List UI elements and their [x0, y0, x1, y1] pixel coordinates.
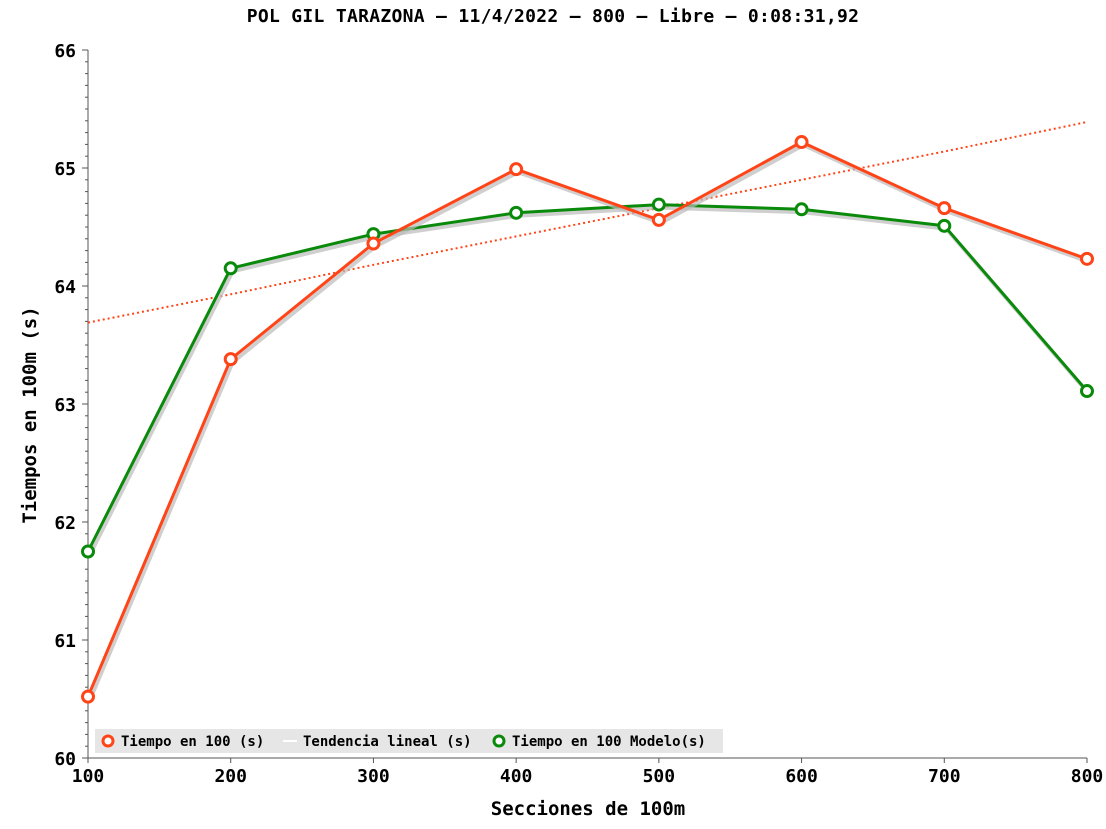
data-point: [794, 202, 809, 217]
series-shadow: [88, 142, 1090, 701]
data-point: [223, 261, 238, 276]
series-line: [86, 203, 1089, 553]
chart-title: POL GIL TARAZONA – 11/4/2022 – 800 – Lib…: [246, 6, 860, 27]
legend-label: Tiempo en 100 Modelo(s): [512, 734, 706, 750]
legend-box: [95, 729, 723, 753]
y-tick-label: 66: [54, 41, 76, 62]
x-axis-label: Secciones de 100m: [490, 798, 686, 820]
legend-marker: [492, 734, 506, 748]
data-point: [81, 544, 95, 559]
legend-label: Tiempo en 100 (s): [121, 734, 264, 750]
y-tick-label: 64: [54, 277, 76, 298]
x-tick-label: 600: [785, 766, 818, 787]
data-point: [509, 162, 524, 177]
y-tick-label: 63: [54, 395, 76, 416]
x-tick-label: 200: [214, 766, 247, 787]
data-point: [1080, 251, 1094, 266]
series-layer: [81, 121, 1094, 704]
y-tick-label: 65: [54, 159, 76, 180]
data-point: [937, 201, 952, 216]
data-point: [509, 205, 524, 220]
data-point: [651, 197, 666, 212]
legend: Tiempo en 100 (s) Tendencia lineal (s) Tie…: [95, 729, 723, 753]
data-point: [794, 135, 809, 150]
axes: 60 61 62 63 64 65 66 100 200 300 400 500 600 700 800: [54, 41, 1103, 787]
data-point: [223, 352, 238, 367]
series-line: [86, 140, 1088, 698]
y-tick-label: 61: [54, 631, 76, 652]
x-tick-label: 100: [72, 766, 105, 787]
data-point: [937, 218, 952, 233]
x-tick-label: 300: [357, 766, 390, 787]
legend-label: Tendencia lineal (s): [303, 734, 472, 750]
y-tick-label: 62: [54, 513, 76, 534]
series-shadow: [88, 205, 1091, 556]
x-tick-label: 400: [500, 766, 533, 787]
trend-line: [87, 121, 1088, 324]
legend-marker: [101, 734, 115, 748]
x-tick-label: 800: [1071, 766, 1104, 787]
data-point: [366, 236, 381, 251]
data-point: [81, 689, 95, 704]
y-tick-label: 60: [54, 749, 76, 770]
data-point: [1080, 384, 1094, 399]
x-tick-label: 500: [643, 766, 676, 787]
x-tick-label: 700: [928, 766, 961, 787]
data-point: [651, 212, 666, 227]
